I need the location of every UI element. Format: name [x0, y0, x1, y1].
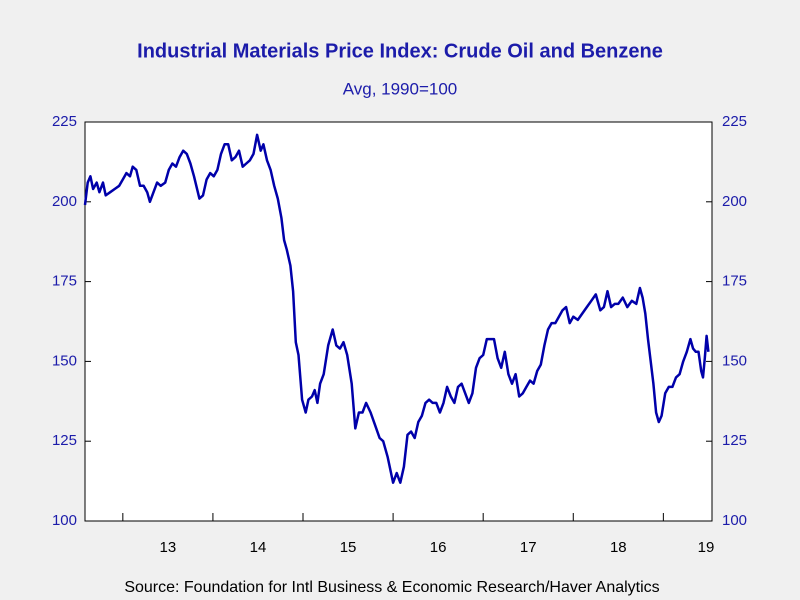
y-tick-label: 125	[52, 432, 77, 449]
y2-tick-label: 225	[722, 113, 747, 130]
x-tick-label: 18	[610, 539, 627, 556]
y-tick-label: 175	[52, 273, 77, 290]
x-tick-label: 13	[160, 539, 177, 556]
chart-title: Industrial Materials Price Index: Crude …	[137, 40, 663, 62]
y2-tick-label: 125	[722, 432, 747, 449]
y2-tick-label: 100	[722, 512, 747, 529]
y2-tick-label: 150	[722, 352, 747, 369]
y-tick-label: 225	[52, 113, 77, 130]
y-tick-label: 200	[52, 193, 77, 210]
chart-subtitle: Avg, 1990=100	[343, 79, 458, 98]
x-tick-label: 16	[430, 539, 447, 556]
source-note: Source: Foundation for Intl Business & E…	[124, 579, 659, 596]
y-tick-label: 150	[52, 352, 77, 369]
y2-tick-label: 175	[722, 273, 747, 290]
data-line	[83, 133, 710, 484]
y2-tick-label: 200	[722, 193, 747, 210]
x-tick-label: 17	[520, 539, 537, 556]
plot-area	[84, 121, 713, 522]
x-tick-label: 14	[250, 539, 267, 556]
x-tick-label: 15	[340, 539, 357, 556]
y-tick-label: 100	[52, 512, 77, 529]
x-tick-label: 19	[698, 539, 715, 556]
